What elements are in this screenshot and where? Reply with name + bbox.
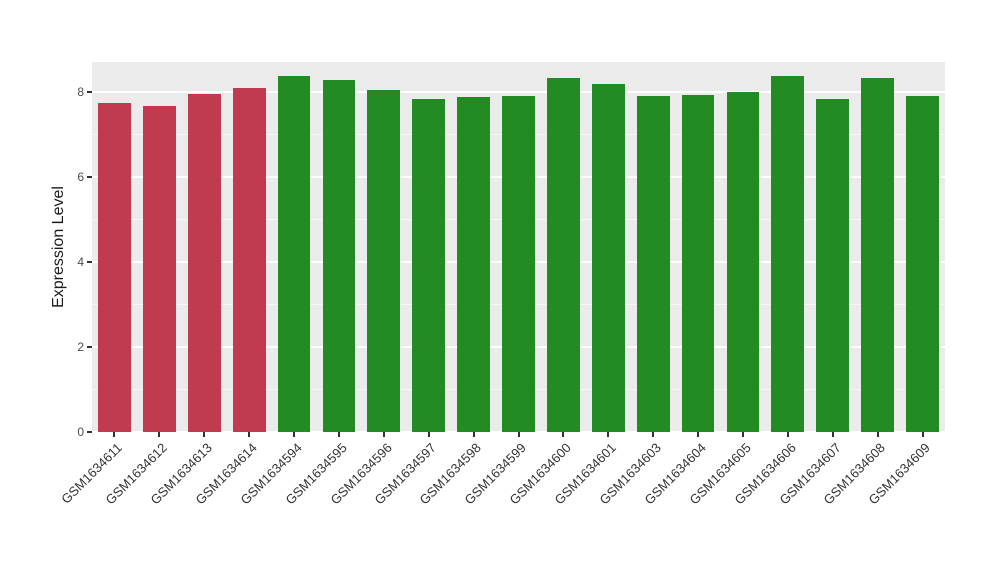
y-axis-title-text: Expression Level <box>50 186 67 308</box>
bar-slot <box>451 62 496 432</box>
major-gridline <box>92 90 945 93</box>
bar <box>187 93 221 432</box>
bar-slot <box>720 62 765 432</box>
bar <box>681 94 715 432</box>
x-tick-mark <box>427 432 430 437</box>
bar <box>277 76 311 432</box>
bar <box>726 91 760 432</box>
bar <box>502 95 535 432</box>
bar <box>98 102 131 432</box>
y-tick-label: 6 <box>77 169 84 184</box>
bar <box>142 105 176 432</box>
bar-slot <box>676 62 721 432</box>
x-tick-mark <box>158 432 161 437</box>
x-tick-mark <box>741 432 744 437</box>
y-tick-mark <box>87 175 92 178</box>
y-axis-title: Expression Level <box>44 62 74 432</box>
x-tick-mark <box>831 432 834 437</box>
x-tick-mark <box>337 432 340 437</box>
bar <box>591 84 625 432</box>
bar-slot <box>92 62 137 432</box>
bar-slot <box>406 62 451 432</box>
bar-slot <box>316 62 361 432</box>
bar-slot <box>855 62 900 432</box>
bar-slot <box>272 62 317 432</box>
bar-slot <box>765 62 810 432</box>
bar-slot <box>810 62 855 432</box>
x-tick-mark <box>697 432 700 437</box>
y-tick-label: 8 <box>77 84 84 99</box>
bar <box>771 76 805 432</box>
bar <box>457 96 490 432</box>
bar-slot <box>361 62 406 432</box>
bar <box>636 95 670 432</box>
bar <box>322 79 356 432</box>
y-tick-mark <box>87 345 92 348</box>
x-tick-mark <box>382 432 385 437</box>
x-tick-mark <box>562 432 565 437</box>
bar <box>906 95 939 432</box>
y-tick-mark <box>87 90 92 93</box>
x-tick-mark <box>203 432 206 437</box>
x-tick-mark <box>876 432 879 437</box>
bar-slot <box>227 62 272 432</box>
plot-panel <box>92 62 945 433</box>
bars-row <box>92 62 945 432</box>
bar-slot <box>586 62 631 432</box>
x-tick-mark <box>607 432 610 437</box>
bar-slot <box>631 62 676 432</box>
x-tick-mark <box>113 432 116 437</box>
x-tick-mark <box>248 432 251 437</box>
bar-slot <box>541 62 586 432</box>
bar <box>232 87 266 432</box>
bar-slot <box>900 62 945 432</box>
x-tick-mark <box>293 432 296 437</box>
bar <box>367 89 401 432</box>
x-tick-mark <box>517 432 520 437</box>
y-tick-label: 4 <box>77 254 84 269</box>
y-tick-mark <box>87 431 92 433</box>
x-tick-mark <box>921 432 924 437</box>
x-tick-mark <box>652 432 655 437</box>
bar <box>816 98 850 432</box>
bar-slot <box>137 62 182 432</box>
y-tick-label: 2 <box>77 339 84 354</box>
y-tick-label: 0 <box>77 425 84 439</box>
x-tick-mark <box>472 432 475 437</box>
y-tick-mark <box>87 260 92 263</box>
bar <box>546 77 580 432</box>
bar <box>861 77 894 432</box>
bar <box>412 98 446 432</box>
bar-slot <box>496 62 541 432</box>
bar-slot <box>182 62 227 432</box>
x-tick-mark <box>786 432 789 437</box>
